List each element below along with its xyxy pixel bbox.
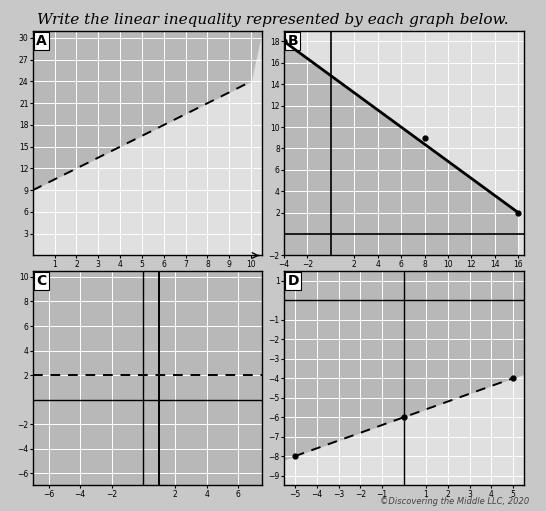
Text: D: D (288, 274, 299, 288)
Polygon shape (284, 41, 518, 255)
Polygon shape (284, 271, 524, 460)
Text: Write the linear inequality represented by each graph below.: Write the linear inequality represented … (37, 13, 509, 27)
Text: A: A (36, 34, 47, 48)
Text: C: C (36, 274, 46, 288)
Text: B: B (288, 34, 298, 48)
Text: ©Discovering the Middle LLC, 2020: ©Discovering the Middle LLC, 2020 (381, 497, 530, 506)
Polygon shape (33, 31, 262, 190)
